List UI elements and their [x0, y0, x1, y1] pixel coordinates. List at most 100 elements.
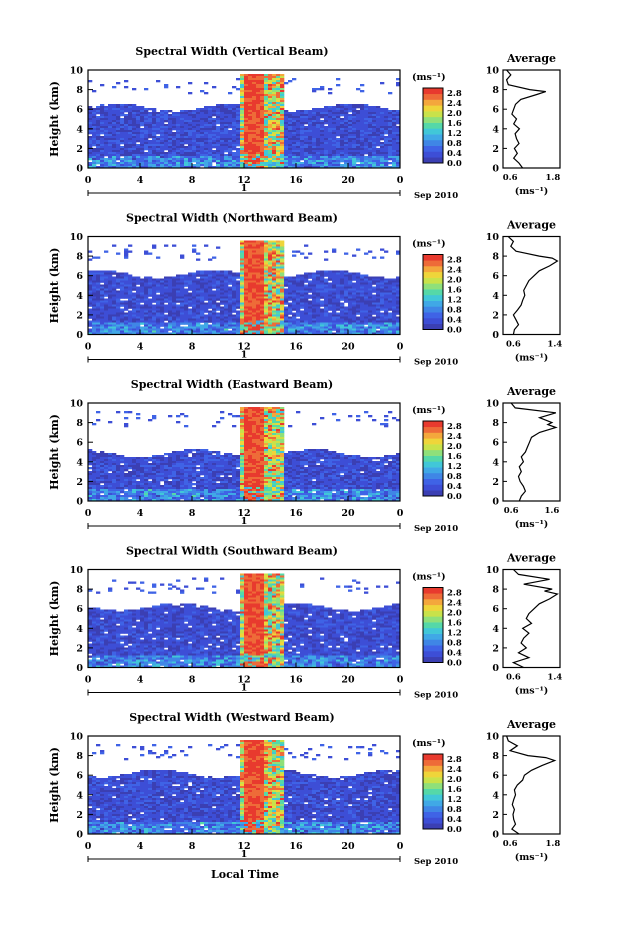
heatmap-cell [116, 140, 121, 143]
heatmap-cell [228, 156, 233, 159]
heatmap-cell [276, 318, 281, 321]
heatmap-cell [160, 150, 165, 153]
heatmap-cell [228, 166, 233, 169]
heatmap-cell [252, 128, 257, 131]
heatmap-cell [380, 302, 385, 305]
heatmap-cell [348, 150, 353, 153]
heatmap-cell [276, 256, 281, 259]
heatmap-cell [324, 120, 329, 123]
heatmap-cell [208, 310, 213, 313]
heatmap-cell [184, 142, 189, 145]
heatmap-cell [92, 294, 97, 297]
heatmap-cell [272, 106, 277, 109]
heatmap-cell [336, 124, 341, 127]
heatmap-cell [248, 254, 253, 257]
heatmap-cell [220, 276, 225, 279]
heatmap-cell [128, 142, 133, 145]
heatmap-cell [260, 116, 265, 119]
heatmap-cell [168, 164, 173, 167]
heatmap-cell [276, 274, 281, 277]
heatmap-cell [364, 122, 369, 125]
heatmap-cell [260, 118, 265, 121]
heatmap-cell [352, 318, 357, 321]
heatmap-cell [256, 102, 261, 105]
heatmap-cell [248, 96, 253, 99]
heatmap-cell [200, 162, 205, 165]
heatmap-cell [144, 280, 149, 283]
heatmap-cell [124, 302, 129, 305]
heatmap-cell [368, 302, 373, 305]
heatmap-cell [116, 294, 121, 297]
heatmap-cell [240, 272, 245, 275]
heatmap-cell [272, 130, 277, 133]
heatmap-cell [264, 250, 269, 253]
heatmap-cell [220, 136, 225, 139]
heatmap-cell [356, 120, 361, 123]
heatmap-cell [256, 82, 261, 85]
heatmap-cell [168, 320, 173, 323]
heatmap-cell [336, 132, 341, 135]
heatmap-cell [240, 134, 245, 137]
heatmap-cell [280, 294, 285, 297]
heatmap-cell [232, 326, 237, 329]
heatmap-cell [128, 136, 133, 139]
heatmap-cell [140, 326, 145, 329]
heatmap-cell [252, 116, 257, 119]
heatmap-cell [392, 154, 397, 157]
heatmap-cell [296, 328, 301, 331]
heatmap-cell [376, 314, 381, 317]
heatmap-cell [112, 126, 117, 129]
heatmap-cell [196, 284, 201, 287]
heatmap-cell [276, 148, 281, 151]
heatmap-cell [324, 282, 329, 285]
heatmap-cell [140, 296, 145, 299]
heatmap-cell [200, 150, 205, 153]
heatmap-cell [280, 260, 285, 263]
heatmap-cell [264, 96, 269, 99]
heatmap-cell [272, 94, 277, 97]
heatmap-cell [180, 164, 185, 167]
heatmap-cell [144, 326, 149, 329]
heatmap-cell [96, 156, 101, 159]
heatmap-cell [300, 298, 305, 301]
heatmap-cell [236, 166, 241, 169]
heatmap-cell [144, 126, 149, 129]
heatmap-cell [156, 130, 161, 133]
heatmap-cell [204, 142, 209, 145]
heatmap-cell [312, 138, 317, 141]
heatmap-cell [228, 144, 233, 147]
heatmap-cell [388, 132, 393, 135]
heatmap-cell [256, 254, 261, 257]
heatmap-cell [128, 312, 133, 315]
heatmap-cell [284, 326, 289, 329]
heatmap-cell [248, 136, 253, 139]
heatmap-cell [280, 90, 285, 93]
heatmap-cell [380, 324, 385, 327]
heatmap-cell [108, 148, 113, 151]
heatmap-cell [256, 110, 261, 113]
heatmap-cell [376, 124, 381, 127]
heatmap-cell [148, 118, 153, 121]
heatmap-cell [188, 152, 193, 155]
heatmap-cell [100, 104, 105, 107]
heatmap-cell [272, 246, 277, 249]
heatmap-cell [380, 276, 385, 279]
heatmap-cell [164, 86, 169, 89]
heatmap-cell [248, 132, 253, 135]
heatmap-cell [144, 156, 149, 159]
heatmap-cell [252, 140, 257, 143]
heatmap-cell [260, 88, 265, 91]
heatmap-cell [96, 294, 101, 297]
heatmap-cell [92, 270, 97, 273]
heatmap-cell [220, 280, 225, 283]
heatmap-cell [144, 300, 149, 303]
heatmap-cell [188, 162, 193, 165]
heatmap-cell [232, 314, 237, 317]
heatmap-cell [296, 312, 301, 315]
heatmap-cell [140, 114, 145, 117]
heatmap-cell [232, 162, 237, 165]
heatmap-cell [328, 146, 333, 149]
heatmap-cell [216, 144, 221, 147]
heatmap-cell [244, 314, 249, 317]
heatmap-cell [188, 308, 193, 311]
